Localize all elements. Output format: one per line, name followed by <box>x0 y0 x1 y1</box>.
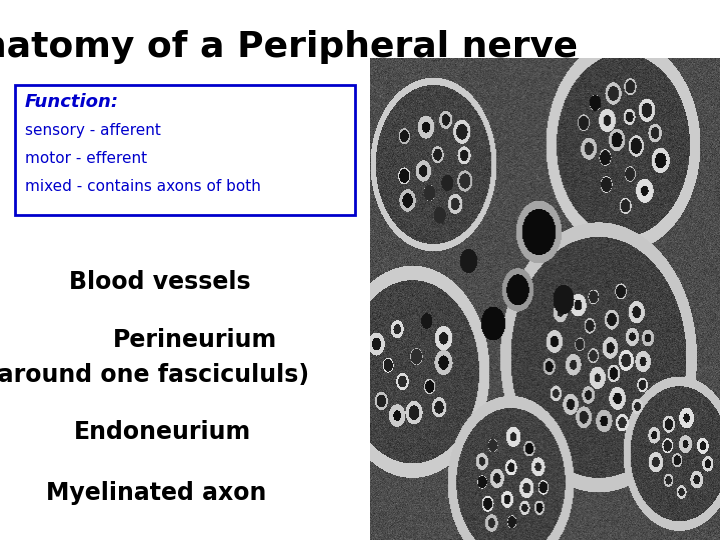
Text: mixed - contains axons of both: mixed - contains axons of both <box>25 179 261 194</box>
Text: motor - efferent: motor - efferent <box>25 151 147 166</box>
Text: Endoneurium: Endoneurium <box>73 420 251 444</box>
Text: (around one fascicululs): (around one fascicululs) <box>0 363 309 387</box>
Bar <box>15 85 355 215</box>
Text: Blood vessels: Blood vessels <box>69 270 251 294</box>
Text: Perineurium: Perineurium <box>113 328 277 352</box>
Text: Function:: Function: <box>25 93 119 111</box>
Text: Anatomy of a Peripheral nerve: Anatomy of a Peripheral nerve <box>0 30 577 64</box>
Text: sensory - afferent: sensory - afferent <box>25 123 161 138</box>
Text: Myelinated axon: Myelinated axon <box>46 481 266 505</box>
